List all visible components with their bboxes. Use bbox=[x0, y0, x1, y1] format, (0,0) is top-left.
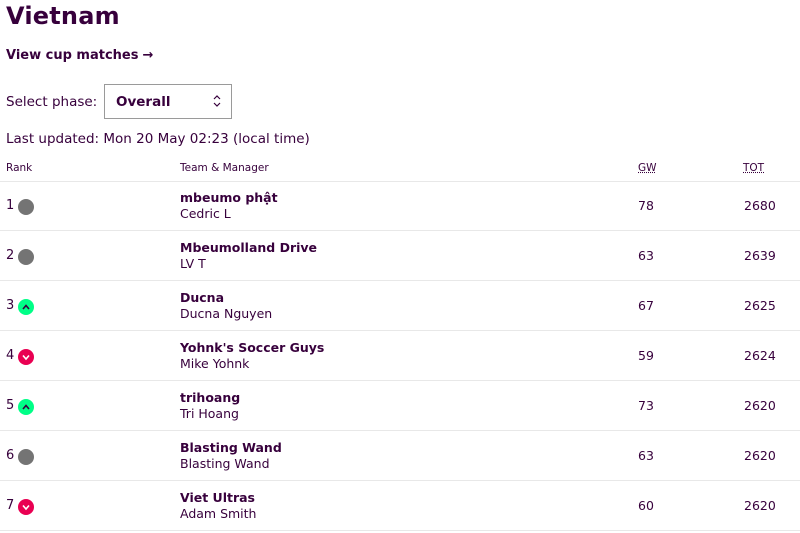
last-updated-text: Last updated: Mon 20 May 02:23 (local ti… bbox=[6, 131, 310, 147]
row-gw: 67 bbox=[638, 298, 654, 313]
phase-select[interactable]: Overall bbox=[104, 84, 232, 119]
table-row: 3 Ducna Ducna Nguyen 67 2625 bbox=[0, 281, 800, 331]
team-name-link[interactable]: Ducna bbox=[180, 290, 225, 305]
phase-label: Select phase: bbox=[6, 94, 98, 110]
arrow-down-icon bbox=[18, 499, 34, 515]
row-tot: 2620 bbox=[744, 398, 776, 413]
row-gw: 78 bbox=[638, 198, 654, 213]
table-row: 7 Viet Ultras Adam Smith 60 2620 bbox=[0, 481, 800, 531]
manager-name: LV T bbox=[180, 256, 206, 271]
table-row: 6 Blasting Wand Blasting Wand 63 2620 bbox=[0, 431, 800, 481]
row-tot: 2620 bbox=[744, 448, 776, 463]
chevron-updown-icon bbox=[213, 95, 221, 107]
phase-select-value: Overall bbox=[116, 94, 171, 110]
table-header: Rank Team & Manager GW TOT bbox=[0, 159, 800, 182]
manager-name: Ducna Nguyen bbox=[180, 306, 273, 321]
manager-name: Adam Smith bbox=[180, 506, 257, 521]
row-gw: 63 bbox=[638, 248, 654, 263]
row-rank: 6 bbox=[6, 448, 15, 463]
arrow-right-icon: → bbox=[142, 48, 154, 63]
circle-same-icon bbox=[18, 199, 34, 215]
table-row: 1 mbeumo phật Cedric L 78 2680 bbox=[0, 181, 800, 231]
header-gw[interactable]: GW bbox=[638, 162, 657, 174]
row-gw: 60 bbox=[638, 498, 654, 513]
page-title: Vietnam bbox=[6, 2, 120, 30]
team-name-link[interactable]: trihoang bbox=[180, 390, 241, 405]
team-name-link[interactable]: Viet Ultras bbox=[180, 490, 255, 505]
arrow-down-icon bbox=[18, 349, 34, 365]
circle-same-icon bbox=[18, 249, 34, 265]
row-rank: 5 bbox=[6, 398, 15, 413]
header-team-manager: Team & Manager bbox=[180, 162, 269, 174]
row-gw: 59 bbox=[638, 348, 654, 363]
team-name-link[interactable]: Yohnk's Soccer Guys bbox=[180, 340, 325, 355]
manager-name: Blasting Wand bbox=[180, 456, 270, 471]
row-tot: 2680 bbox=[744, 198, 776, 213]
row-tot: 2625 bbox=[744, 298, 776, 313]
manager-name: Tri Hoang bbox=[180, 406, 239, 421]
row-rank: 2 bbox=[6, 248, 15, 263]
row-rank: 4 bbox=[6, 348, 15, 363]
row-rank: 3 bbox=[6, 298, 15, 313]
table-row: 2 Mbeumolland Drive LV T 63 2639 bbox=[0, 231, 800, 281]
team-name-link[interactable]: Mbeumolland Drive bbox=[180, 240, 318, 255]
table-row: 4 Yohnk's Soccer Guys Mike Yohnk 59 2624 bbox=[0, 331, 800, 381]
circle-same-icon bbox=[18, 449, 34, 465]
arrow-up-icon bbox=[18, 399, 34, 415]
row-tot: 2620 bbox=[744, 498, 776, 513]
header-rank: Rank bbox=[6, 162, 33, 174]
row-gw: 63 bbox=[638, 448, 654, 463]
arrow-up-icon bbox=[18, 299, 34, 315]
manager-name: Mike Yohnk bbox=[180, 356, 250, 371]
manager-name: Cedric L bbox=[180, 206, 231, 221]
row-rank: 1 bbox=[6, 198, 15, 213]
team-name-link[interactable]: mbeumo phật bbox=[180, 190, 278, 205]
standings-table: 1 mbeumo phật Cedric L 78 2680 2 Mbeumol… bbox=[0, 181, 800, 531]
row-tot: 2624 bbox=[744, 348, 776, 363]
team-name-link[interactable]: Blasting Wand bbox=[180, 440, 282, 455]
header-tot[interactable]: TOT bbox=[743, 162, 765, 174]
view-cup-matches-link[interactable]: View cup matches → bbox=[6, 48, 153, 63]
cup-link-label: View cup matches bbox=[6, 48, 139, 63]
table-row: 5 trihoang Tri Hoang 73 2620 bbox=[0, 381, 800, 431]
row-gw: 73 bbox=[638, 398, 654, 413]
row-rank: 7 bbox=[6, 498, 15, 513]
row-tot: 2639 bbox=[744, 248, 776, 263]
